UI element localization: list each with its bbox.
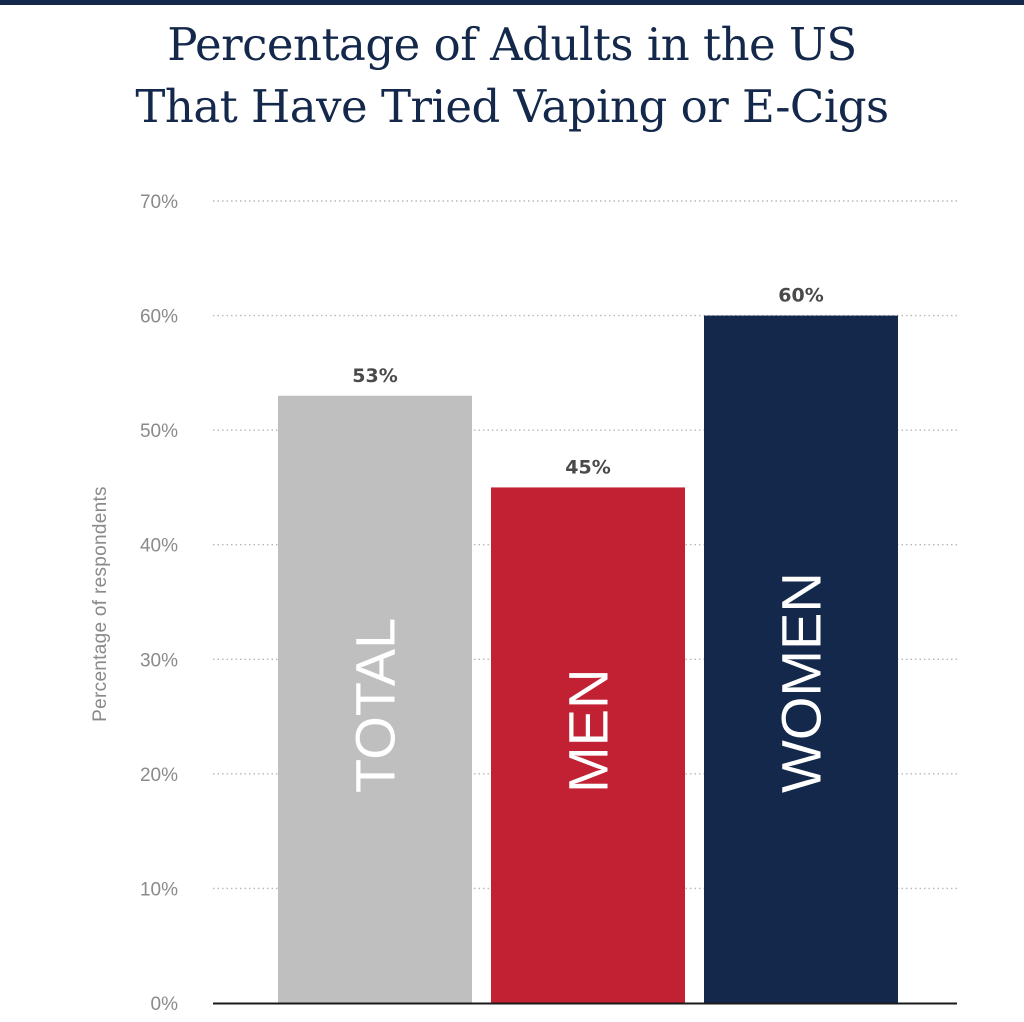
value-label: 53% [352,365,397,387]
category-label: WOMEN [770,572,833,793]
y-axis-title: Percentage of respondents [90,486,111,722]
y-tick-label: 0% [151,994,179,1015]
y-tick-label: 50% [140,421,178,442]
y-tick-label: 10% [140,879,178,900]
bar-women [704,315,898,1004]
y-tick-label: 20% [140,765,178,786]
bars [278,315,898,1004]
y-tick-label: 70% [140,192,178,213]
value-label: 45% [565,456,610,478]
bar-labels: 53% TOTAL 45% MEN 60% WOMEN [344,285,833,793]
bar-men [491,487,685,1003]
chart-title: Percentage of Adults in the US That Have… [0,14,1024,138]
y-tick-labels: 0% 10% 20% 30% 40% 50% 60% 70% [140,192,178,1015]
y-tick-label: 30% [140,650,178,671]
bar-total [278,395,472,1003]
value-label: 60% [778,285,823,307]
category-label: MEN [557,669,620,793]
category-label: TOTAL [344,618,407,793]
y-tick-label: 60% [140,307,178,328]
top-rule [0,0,1024,5]
chart-title-line-2: That Have Tried Vaping or E-Cigs [135,80,889,133]
y-tick-label: 40% [140,536,178,557]
chart-title-line-1: Percentage of Adults in the US [167,18,857,71]
